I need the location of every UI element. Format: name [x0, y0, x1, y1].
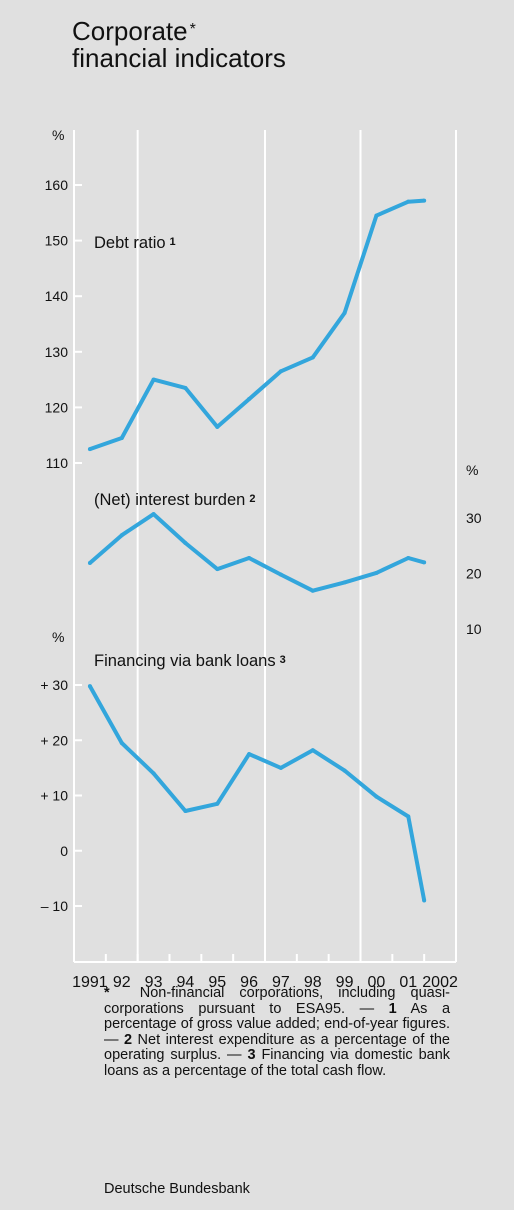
series-line [88, 512, 425, 593]
data-point [119, 435, 124, 440]
data-point [151, 771, 156, 776]
y-tick-label: 130 [45, 344, 69, 360]
interest-burden-title: (Net) interest burden 2 [94, 491, 255, 509]
data-point [406, 555, 411, 560]
interest-unit-label: % [466, 462, 478, 478]
y-tick-label: 0 [60, 843, 68, 859]
y-tick-label: – 10 [41, 898, 68, 914]
data-point [151, 377, 156, 382]
x-tick-label: 2002 [422, 974, 458, 991]
x-tick-label: 96 [240, 974, 258, 991]
y-tick-label: 120 [45, 399, 69, 415]
data-point [310, 748, 315, 753]
footnote-1-text: As a percentage of gross value added; en… [104, 1000, 451, 1048]
y-tick-layer: 110 120 130 140 150 160 10 20 30 – 10 0 + 10 + 20 + 3… [40, 177, 481, 914]
debt-ratio-note-marker: 1 [170, 236, 176, 248]
x-axis-ticks [73, 954, 457, 962]
data-point [342, 580, 347, 585]
title-line-2: financial indicators [72, 43, 286, 73]
x-tick-label: 93 [145, 974, 163, 991]
data-point [215, 567, 220, 572]
title-footnote-mark: * [189, 21, 196, 38]
data-point [215, 801, 220, 806]
data-point [87, 447, 92, 452]
footnotes: * Non-financial corporations, including … [104, 985, 451, 1079]
data-point [119, 741, 124, 746]
data-point [247, 555, 252, 560]
data-point [278, 369, 283, 374]
footnote-2-mark: 2 [123, 1031, 133, 1048]
data-point [422, 198, 427, 203]
data-point [87, 560, 92, 565]
data-point [247, 752, 252, 757]
x-tick-label: 99 [336, 974, 354, 991]
x-tick-label: 98 [304, 974, 322, 991]
y-tick-label: + 20 [40, 732, 68, 748]
series-line [89, 198, 425, 451]
series-line [88, 685, 427, 901]
data-point [247, 397, 252, 402]
debt-ratio-title: Debt ratio 1 [94, 234, 176, 252]
x-tick-label: 00 [368, 974, 386, 991]
y-tick-label: + 10 [40, 788, 68, 804]
source-label: Deutsche Bundesbank [104, 1181, 250, 1197]
data-point [406, 199, 411, 204]
data-point [422, 560, 427, 565]
y-tick-label: 140 [45, 288, 69, 304]
x-tick-label: 92 [113, 974, 131, 991]
data-point [278, 765, 283, 770]
debt-ratio-title-text: Debt ratio [94, 234, 166, 252]
data-point [183, 808, 188, 813]
data-point [183, 385, 188, 390]
data-point [374, 570, 379, 575]
financing-title-text: Financing via bank loans [94, 652, 276, 670]
y-tick-label: 150 [45, 233, 69, 249]
data-point [215, 424, 220, 429]
data-point [374, 213, 379, 218]
data-point [422, 898, 427, 903]
footnote-3-mark: 3 [247, 1047, 256, 1063]
data-point [342, 768, 347, 773]
footnote-star-text: Non-financial corporations, including qu… [104, 985, 451, 1017]
footnote-1-mark: 1 [388, 1000, 397, 1017]
financing-title: Financing via bank loans 3 [94, 652, 286, 670]
data-point [119, 533, 124, 538]
y-tick-label: 20 [466, 566, 482, 582]
y-tick-label: + 30 [40, 677, 68, 693]
data-point [183, 540, 188, 545]
footnote-star-mark: * [104, 985, 110, 1001]
financing-unit-label: % [52, 629, 64, 645]
title-line-1: Corporate [72, 16, 188, 46]
x-tick-label: 95 [208, 974, 226, 991]
footnote-2-text: Net interest expenditure as a percentage… [104, 1031, 450, 1063]
data-point [151, 512, 156, 517]
data-point [342, 310, 347, 315]
data-point [310, 355, 315, 360]
x-tick-label: 97 [272, 974, 290, 991]
y-tick-label: 10 [466, 621, 482, 637]
chart-title: Corporate * financial indicators [72, 18, 286, 72]
y-tick-label: 30 [466, 510, 482, 526]
data-point [406, 814, 411, 819]
x-tick-label: 94 [177, 974, 195, 991]
data-point [310, 588, 315, 593]
interest-burden-note-marker: 2 [249, 493, 255, 505]
financing-note-marker: 3 [280, 654, 286, 666]
y-tick-label: 160 [45, 177, 69, 193]
vertical-gridlines [136, 130, 362, 962]
y-tick-label: 110 [46, 455, 69, 471]
x-tick-label: 01 [399, 974, 417, 991]
data-point [87, 684, 92, 689]
data-point [278, 572, 283, 577]
series-layer [87, 198, 427, 903]
debt-unit-label: % [52, 127, 64, 143]
x-tick-label: 1991 [72, 974, 108, 991]
interest-burden-title-text: (Net) interest burden [94, 491, 245, 509]
footnote-3-text: Financing via domestic bank loans as a p… [104, 1047, 451, 1079]
x-axis-labels: 1991 92 93 94 95 96 97 98 99 00 01 2002 [72, 974, 458, 991]
data-point [374, 794, 379, 799]
